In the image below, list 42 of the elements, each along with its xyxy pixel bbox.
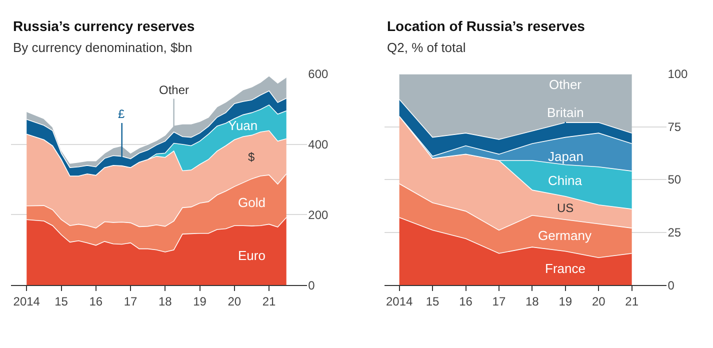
x-tick-label: 19 — [558, 294, 572, 309]
chart-subtitle: Q2, % of total — [387, 40, 466, 55]
series-label: Gold — [238, 195, 266, 210]
text: Other — [159, 83, 190, 97]
x-tick-label: 16 — [89, 294, 103, 309]
series-label: $ — [248, 150, 255, 164]
x-tick-label: 16 — [459, 294, 473, 309]
y-tick-label: 75 — [668, 120, 682, 134]
x-tick-label: 2014 — [13, 294, 40, 309]
x-tick-label: 19 — [193, 294, 207, 309]
x-tick-label: 15 — [54, 294, 68, 309]
x-tick-label: 17 — [492, 294, 506, 309]
text: £ — [118, 107, 125, 121]
series-label: Japan — [548, 149, 584, 164]
x-tick-label: 18 — [526, 294, 540, 309]
series-label: Britain — [547, 105, 584, 120]
y-tick-label: 0 — [308, 278, 316, 292]
chart-subtitle: By currency denomination, $bn — [13, 40, 192, 55]
y-tick-label: 0 — [668, 278, 675, 292]
x-tick-label: 2014 — [386, 294, 413, 309]
y-tick-label: 400 — [308, 138, 328, 152]
chart-title: Russia’s currency reserves — [13, 18, 195, 34]
series-label: Germany — [538, 228, 592, 243]
series-label: Other — [549, 77, 582, 92]
series-label: US — [557, 201, 574, 215]
series-label: China — [548, 173, 583, 188]
y-tick-label: 100 — [668, 67, 688, 82]
chart-title: Location of Russia’s reserves — [387, 18, 586, 34]
series-label: France — [545, 261, 586, 276]
series-label: Yuan — [228, 118, 258, 133]
y-tick-label: 600 — [308, 67, 328, 82]
y-tick-label: 50 — [668, 172, 682, 187]
x-tick-label: 21 — [625, 294, 639, 309]
x-tick-label: 20 — [592, 294, 606, 309]
x-tick-label: 17 — [124, 294, 138, 309]
series-label: Euro — [238, 248, 266, 263]
x-tick-label: 15 — [426, 294, 440, 309]
y-tick-label: 25 — [668, 225, 682, 240]
x-tick-label: 21 — [262, 294, 276, 309]
x-tick-label: 18 — [158, 294, 172, 309]
x-tick-label: 20 — [228, 294, 242, 309]
y-tick-label: 200 — [308, 208, 328, 222]
